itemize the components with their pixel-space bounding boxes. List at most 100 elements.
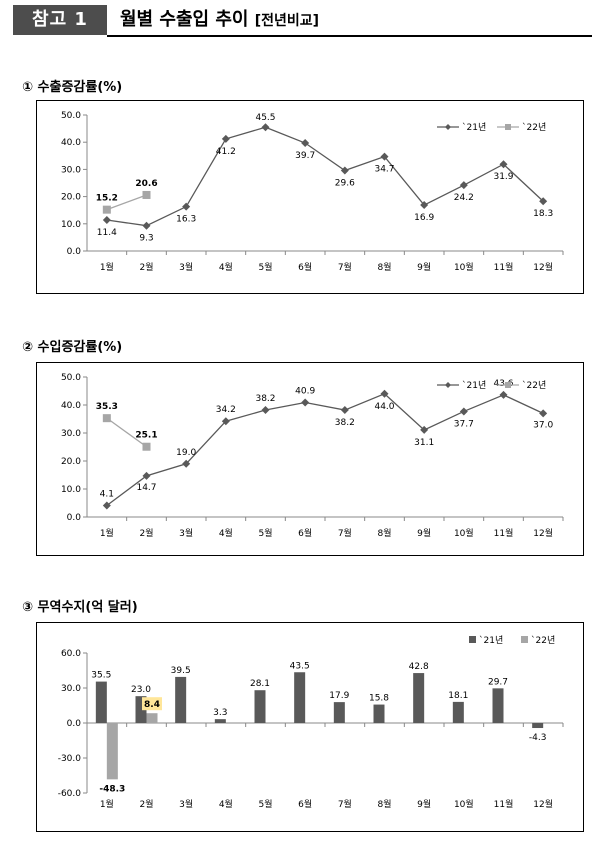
export-x-tick-label: 8월: [377, 261, 391, 273]
export-series-21-label: 9.3: [139, 234, 153, 244]
export-series-21-label: 31.9: [493, 172, 513, 182]
balance-legend-22-label: `22년: [531, 635, 555, 646]
import-series-22-label: 35.3: [96, 402, 118, 412]
export-legend-22-swatch-marker: [505, 124, 511, 130]
balance-bar-21: [135, 696, 147, 723]
import-y-tick-label: 0.0: [67, 513, 82, 523]
import-series-21-label: 14.7: [136, 483, 156, 493]
import-chart-box: 0.0 10.0 20.0 30.0 40.0 50.0 1월 2월 3월 4월 5월 6월 7월 8월 9…: [36, 362, 584, 556]
balance-bar-21-label: 28.1: [250, 679, 270, 689]
import-x-tick-label: 2월: [139, 527, 153, 539]
import-series-21-label: 34.2: [216, 405, 236, 415]
import-x-tick-label: 5월: [258, 527, 272, 539]
balance-bar-21-label: 18.1: [448, 691, 468, 701]
section-title-import: ② 수입증감률(%): [22, 340, 123, 355]
import-series-21-point: [182, 459, 191, 468]
balance-bar-21: [452, 701, 464, 723]
import-series-21-point: [380, 389, 389, 398]
balance-bar-21-label: 39.5: [171, 666, 191, 676]
balance-bar-21: [413, 673, 425, 723]
export-series-21-point: [380, 152, 389, 161]
import-x-tick-label: 12월: [533, 527, 553, 539]
export-x-tick-label: 9월: [417, 261, 431, 273]
export-series-21-point: [301, 139, 310, 148]
export-series-21-label: 39.7: [295, 151, 315, 161]
import-y-tick-label: 40.0: [61, 401, 81, 411]
export-series-21-point: [142, 221, 151, 230]
balance-bar-21: [373, 704, 385, 723]
export-x-tick-label: 12월: [533, 261, 553, 273]
export-series-21-label: 41.2: [216, 147, 236, 157]
import-series-21-point: [499, 390, 508, 399]
export-series-21-point: [539, 197, 548, 206]
export-legend-21-label: `21년: [462, 122, 486, 133]
export-y-tick-label: 50.0: [61, 111, 81, 121]
balance-x-tick-label: 3월: [179, 798, 193, 810]
balance-bar-21: [254, 690, 266, 723]
balance-x-tick-label: 12월: [533, 798, 553, 810]
export-x-tick-label: 7월: [338, 261, 352, 273]
export-x-tick-label: 3월: [179, 261, 193, 273]
import-series-21-point: [420, 425, 429, 434]
export-legend-21-swatch-marker: [445, 124, 451, 130]
header-tag: 참고 1: [13, 5, 107, 35]
balance-legend-22-swatch: [521, 636, 528, 643]
import-chart: 0.0 10.0 20.0 30.0 40.0 50.0 1월 2월 3월 4월 5월 6월 7월 8월 9…: [61, 373, 564, 539]
import-x-tick-label: 7월: [338, 527, 352, 539]
balance-chart: 60.0 30.0 0.0 -30.0 -60.0 1월 2월 3월 4월 5월 6월 7월 8월 9월 1…: [58, 635, 564, 810]
export-series-21-label: 29.6: [335, 178, 355, 188]
import-x-tick-label: 10월: [454, 527, 474, 539]
export-series-21-point: [340, 166, 349, 175]
export-x-tick-label: 2월: [139, 261, 153, 273]
section-title-export: ① 수출증감률(%): [22, 80, 123, 95]
export-series-21-label: 16.3: [176, 215, 196, 225]
import-series-21-label: 38.2: [335, 418, 355, 428]
balance-x-tick-label: 7월: [338, 798, 352, 810]
export-y-tick-label: 0.0: [67, 247, 82, 257]
balance-bar-21-label: 23.0: [131, 685, 151, 695]
balance-x-tick-label: 10월: [454, 798, 474, 810]
balance-bar-21: [95, 681, 107, 723]
export-series-21-point: [182, 202, 191, 211]
balance-y-tick-label: -60.0: [58, 789, 82, 799]
page-title: 월별 수출입 추이: [120, 9, 249, 30]
balance-x-tick-label: 1월: [100, 798, 114, 810]
balance-bar-21: [294, 672, 306, 723]
import-x-tick-label: 1월: [100, 527, 114, 539]
import-series-22-point: [102, 414, 111, 423]
import-series-21-point: [261, 406, 270, 415]
export-x-tick-label: 11월: [494, 261, 514, 273]
balance-bar-21: [532, 723, 544, 729]
balance-y-tick-label: 60.0: [61, 649, 81, 659]
balance-bar-22: [146, 713, 158, 723]
import-series-21-point: [340, 406, 349, 415]
export-legend-22-label: `22년: [522, 122, 546, 133]
balance-bar-21-label: 42.8: [409, 662, 429, 672]
import-series-21-point: [142, 471, 151, 480]
export-chart-box: 0.0 10.0 20.0 30.0 40.0 50.0 1월 2월 3월 4월 5월 6월 7월 8월 9…: [36, 100, 584, 294]
import-series-21-point: [102, 501, 111, 510]
export-series-21-point: [459, 181, 468, 190]
balance-legend-21-swatch: [469, 636, 476, 643]
import-legend-22-swatch-marker: [505, 382, 511, 388]
export-series-21-label: 11.4: [97, 228, 117, 238]
import-series-22-line: [106, 417, 147, 448]
import-series-21-label: 31.1: [414, 438, 434, 448]
balance-bar-21-label: 17.9: [329, 691, 349, 701]
export-series-21-label: 18.3: [533, 209, 553, 219]
export-series-22-line: [106, 194, 147, 211]
import-x-tick-label: 11월: [494, 527, 514, 539]
import-series-21-line: [106, 393, 544, 507]
export-x-tick-label: 5월: [258, 261, 272, 273]
balance-bar-21-label: 43.5: [290, 661, 310, 671]
export-series-21-point: [102, 215, 111, 224]
export-series-21-point: [221, 134, 230, 143]
import-series-21-label: 19.0: [176, 448, 196, 458]
import-x-tick-label: 3월: [179, 527, 193, 539]
import-legend-22-label: `22년: [522, 380, 546, 391]
balance-x-tick-label: 11월: [494, 798, 514, 810]
import-series-21-label: 37.0: [533, 420, 553, 430]
balance-x-tick-label: 4월: [219, 798, 233, 810]
import-series-21-label: 38.2: [255, 394, 275, 404]
balance-bar-21: [175, 676, 187, 723]
